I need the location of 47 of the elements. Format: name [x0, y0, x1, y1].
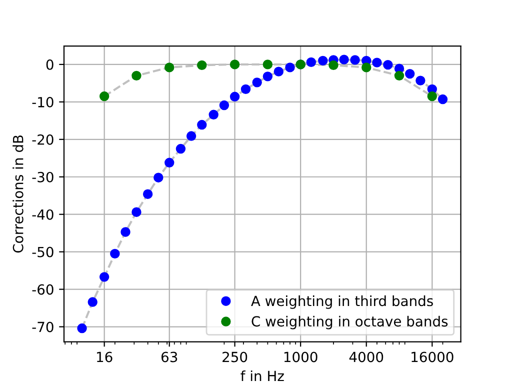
point [318, 56, 328, 66]
point [88, 297, 98, 307]
legend-label: C weighting in octave bands [252, 316, 448, 330]
point [110, 248, 120, 259]
y-tick-label: -10 [32, 96, 54, 108]
x-tick-label: 4000 [349, 352, 384, 362]
y-tick-label: -50 [32, 246, 54, 258]
point [219, 100, 230, 110]
point [120, 227, 130, 237]
point [240, 84, 251, 94]
point [372, 58, 382, 68]
y-tick-label: -60 [32, 284, 54, 295]
y-tick-label: -20 [32, 134, 54, 145]
point [404, 68, 415, 79]
y-axis-title: Corrections in dB [12, 135, 24, 253]
point [383, 60, 393, 70]
point [186, 131, 196, 141]
x-tick-label: 16000 [412, 352, 454, 362]
point [230, 92, 240, 102]
point [274, 66, 284, 76]
point [262, 72, 273, 82]
y-tick-label: 0 [46, 59, 54, 70]
y-tick-label: -70 [32, 322, 54, 332]
point [208, 110, 218, 120]
x-tick-label: 1000 [284, 352, 318, 362]
point [252, 78, 262, 88]
point [416, 76, 426, 86]
x-tick-label: 250 [222, 352, 248, 362]
point [176, 144, 186, 154]
x-tick-label: 16 [97, 352, 112, 362]
point [350, 55, 360, 65]
point [438, 94, 448, 104]
y-tick-label: -40 [32, 209, 54, 220]
legend-label: A weighting in third bands [251, 295, 433, 309]
point [164, 158, 174, 168]
point [197, 120, 207, 130]
point [306, 57, 316, 68]
point [99, 272, 110, 282]
point [77, 323, 87, 334]
y-tick-label: -30 [32, 172, 54, 182]
point [142, 189, 153, 199]
point [154, 172, 164, 182]
x-tick-label: 63 [162, 352, 178, 362]
point [132, 207, 142, 217]
point [339, 54, 349, 64]
x-axis-title: f in Hz [240, 370, 284, 382]
point [285, 62, 295, 72]
